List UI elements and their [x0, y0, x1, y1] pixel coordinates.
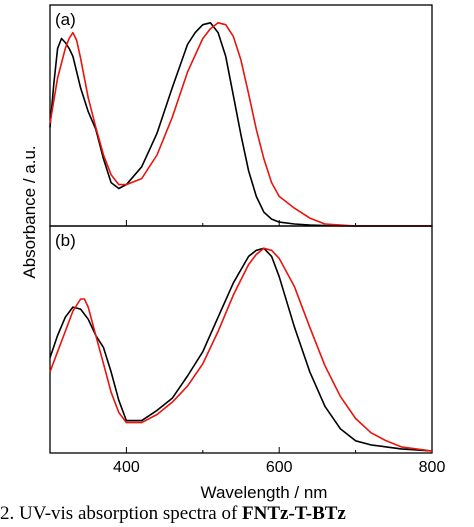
panel-label: (b) — [55, 231, 76, 250]
spectrum-line-black — [49, 22, 432, 227]
panel-frame — [49, 225, 433, 454]
spectrum-line-black — [49, 247, 433, 452]
panel-label: (a) — [55, 10, 76, 29]
spectrum-line-red — [49, 22, 432, 227]
x-tick-label: 600 — [266, 459, 293, 476]
y-axis-label: Absorbance / a.u. — [20, 145, 39, 278]
spectrum-line-red — [49, 247, 433, 452]
x-axis-label: Wavelength / nm — [201, 483, 328, 502]
figure-caption: 2. UV-vis absorption spectra of FNTz-T-B… — [0, 503, 474, 527]
panel-a: (a) — [49, 4, 433, 227]
panel-b: (b) — [49, 225, 433, 454]
x-tick-label: 400 — [113, 459, 140, 476]
panel-frame — [49, 4, 433, 227]
caption-text: 2. UV-vis absorption spectra of — [0, 503, 243, 524]
x-tick-label: 800 — [419, 459, 446, 476]
x-tick-labels: 400 600 800 — [113, 459, 445, 476]
caption-compound-name: FNTz-T-BTz — [242, 503, 346, 524]
absorption-spectra-figure: (a) (b) 400 600 800 Wavelength / nm Absorb… — [20, 4, 445, 502]
